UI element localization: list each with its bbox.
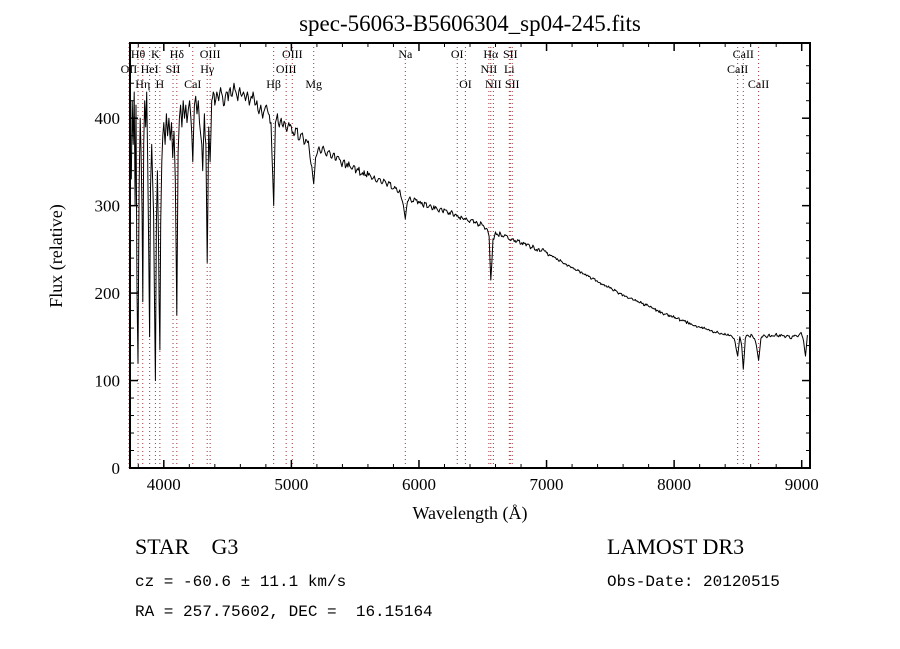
x-tick-label: 4000 — [147, 475, 181, 494]
plot-frame — [129, 42, 811, 469]
y-tick-label: 0 — [112, 459, 121, 478]
y-tick-label: 100 — [95, 372, 121, 391]
y-tick-label: 200 — [95, 284, 121, 303]
line-label: CaII — [727, 62, 748, 76]
line-label: H — [156, 77, 165, 91]
x-tick-label: 9000 — [785, 475, 819, 494]
line-label: Na — [398, 47, 413, 61]
line-label: SII — [503, 47, 518, 61]
line-label: OI — [451, 47, 464, 61]
survey-label: LAMOST DR3 — [607, 534, 745, 559]
line-label: CaII — [748, 77, 769, 91]
y-axis-label: Flux (relative) — [46, 204, 67, 307]
line-label: OII — [121, 62, 138, 76]
spectrum-line — [130, 82, 808, 382]
line-label: Hα — [483, 47, 499, 61]
line-label: Mg — [305, 77, 322, 91]
line-label: NII — [481, 62, 498, 76]
line-label: Li — [504, 62, 515, 76]
classification-label: STAR G3 — [135, 534, 239, 559]
line-label: OIII — [200, 47, 221, 61]
line-label: CaII — [733, 47, 754, 61]
x-tick-label: 8000 — [657, 475, 691, 494]
line-label: K — [151, 47, 160, 61]
line-label: OI — [459, 77, 472, 91]
line-label: SII — [166, 62, 181, 76]
line-label: Hβ — [266, 77, 281, 91]
plot-content: OIIHθHηHeIKHSIIHδCaIHγOIIIHβOIIIOIIIMgNa… — [95, 42, 819, 494]
line-label: Hδ — [170, 47, 185, 61]
cz-value: cz = -60.6 ± 11.1 km/s — [135, 573, 347, 591]
y-tick-label: 300 — [95, 197, 121, 216]
line-label: SII — [505, 77, 520, 91]
line-label: HeI — [141, 62, 159, 76]
x-axis-label: Wavelength (Å) — [412, 503, 527, 524]
x-tick-label: 6000 — [402, 475, 436, 494]
line-label: Hη — [135, 77, 150, 91]
obs-date: Obs-Date: 20120515 — [607, 573, 780, 591]
y-tick-label: 400 — [95, 109, 121, 128]
x-tick-label: 5000 — [274, 475, 308, 494]
line-label: CaI — [184, 77, 201, 91]
line-label: NII — [485, 77, 502, 91]
plot-title: spec-56063-B5606304_sp04-245.fits — [299, 11, 641, 36]
line-label: Hθ — [131, 47, 146, 61]
line-label: OIII — [282, 47, 303, 61]
line-label: Hγ — [200, 62, 215, 76]
coordinates: RA = 257.75602, DEC = 16.15164 — [135, 603, 433, 621]
x-tick-label: 7000 — [530, 475, 564, 494]
line-label: OIII — [276, 62, 297, 76]
